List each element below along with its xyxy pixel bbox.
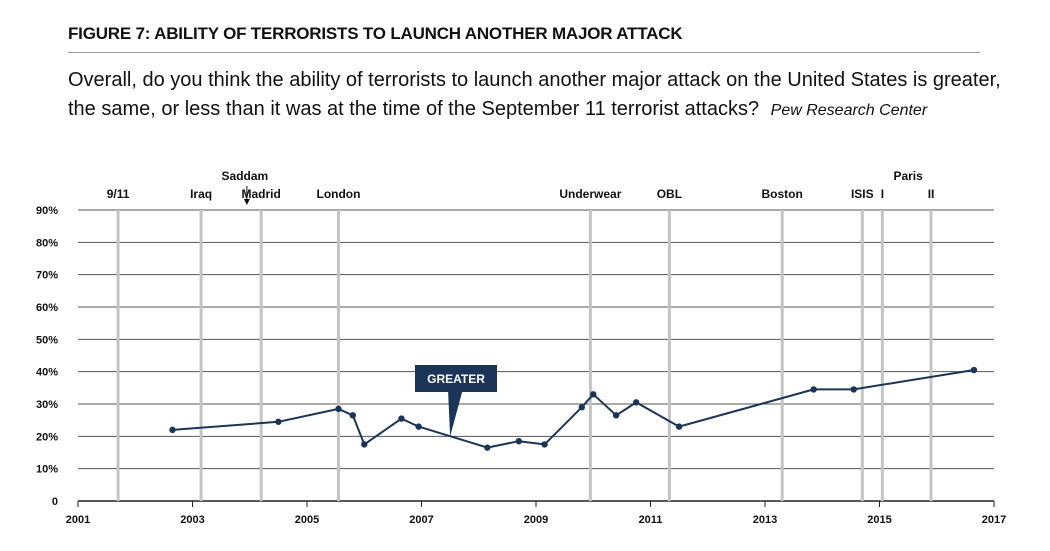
y-tick-label: 50% bbox=[36, 334, 58, 346]
data-point bbox=[335, 405, 342, 413]
event-label: London bbox=[316, 187, 360, 201]
y-tick-label: 40% bbox=[36, 367, 58, 379]
event-label: Underwear bbox=[559, 187, 621, 201]
data-point bbox=[515, 437, 523, 445]
event-label: I bbox=[881, 187, 884, 201]
data-point bbox=[349, 412, 356, 419]
data-point bbox=[541, 441, 548, 448]
figure-title: FIGURE 7: ABILITY OF TERRORISTS TO LAUNC… bbox=[68, 24, 683, 43]
event-arrow-head bbox=[243, 199, 250, 205]
data-point bbox=[590, 391, 597, 398]
y-tick-label: 0 bbox=[52, 496, 58, 508]
x-tick-label: 2003 bbox=[180, 514, 204, 526]
y-tick-label: 20% bbox=[36, 431, 58, 443]
x-tick-label: 2015 bbox=[867, 514, 891, 526]
event-label: Madrid bbox=[242, 187, 281, 201]
x-tick-label: 2013 bbox=[753, 514, 777, 526]
x-tick-label: 2007 bbox=[409, 514, 433, 526]
callout-label: GREATER bbox=[427, 372, 485, 386]
question-text: Overall, do you think the ability of ter… bbox=[68, 69, 1001, 120]
data-point bbox=[484, 444, 491, 451]
y-tick-label: 70% bbox=[36, 270, 58, 282]
event-label: Paris bbox=[893, 169, 923, 183]
x-tick-label: 2011 bbox=[639, 514, 663, 526]
event-label: OBL bbox=[657, 187, 682, 201]
source-label: Pew Research Center bbox=[770, 102, 928, 119]
x-tick-label: 2001 bbox=[66, 514, 90, 526]
data-point bbox=[275, 418, 282, 425]
x-tick-label: 2017 bbox=[982, 514, 1006, 526]
data-point bbox=[632, 399, 640, 406]
survey-question: Overall, do you think the ability of ter… bbox=[68, 66, 1028, 125]
event-label: Saddam bbox=[222, 169, 269, 183]
y-tick-label: 10% bbox=[36, 464, 58, 476]
data-point bbox=[398, 415, 405, 422]
data-point bbox=[675, 423, 683, 430]
event-label: Iraq bbox=[190, 187, 212, 201]
data-point bbox=[810, 386, 817, 393]
event-label: II bbox=[928, 187, 935, 201]
data-point bbox=[970, 366, 978, 374]
y-tick-label: 80% bbox=[36, 237, 58, 249]
data-point bbox=[850, 386, 857, 393]
event-label: Boston bbox=[762, 187, 803, 201]
data-point bbox=[578, 404, 585, 411]
event-label: 9/11 bbox=[107, 187, 130, 201]
x-tick-label: 2009 bbox=[524, 514, 548, 526]
y-tick-label: 30% bbox=[36, 399, 58, 411]
callout-box bbox=[415, 365, 497, 437]
y-tick-label: 60% bbox=[36, 302, 58, 314]
x-tick-label: 2005 bbox=[295, 514, 319, 526]
data-point bbox=[612, 412, 620, 419]
y-tick-label: 90% bbox=[36, 205, 58, 217]
data-point bbox=[361, 441, 368, 448]
data-point bbox=[169, 426, 176, 434]
event-label: ISIS bbox=[851, 187, 874, 201]
data-point bbox=[415, 423, 422, 430]
title-divider bbox=[68, 52, 980, 53]
